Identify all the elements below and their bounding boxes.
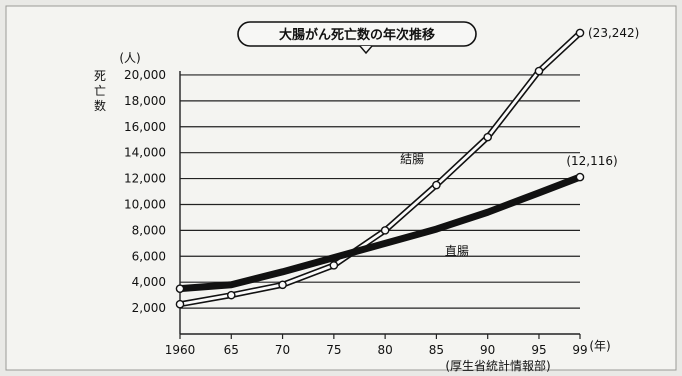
y-tick-label: 20,000	[124, 68, 166, 82]
y-unit-label: (人)	[119, 51, 140, 65]
point-colon	[278, 280, 287, 290]
y-tick-label: 18,000	[124, 94, 166, 108]
y-tick-label: 16,000	[124, 120, 166, 134]
point-colon	[380, 226, 390, 235]
y-axis-title: 死亡数	[94, 69, 106, 113]
series-name-rectum: 直腸	[445, 244, 469, 258]
y-tick-label: 14,000	[124, 146, 166, 160]
x-tick-label: 1960	[165, 343, 196, 357]
point-colon	[175, 299, 185, 309]
source-note: (厚生省統計情報部)	[445, 358, 550, 373]
point-rectum	[575, 172, 585, 182]
y-tick-label: 8,000	[132, 223, 166, 237]
y-axis-title-char: 数	[94, 98, 106, 113]
series-line-rectum	[176, 173, 584, 293]
x-unit-label: (年)	[589, 339, 610, 353]
y-tick-label: 4,000	[132, 275, 166, 289]
y-tick-label: 6,000	[132, 249, 166, 263]
x-tick-label: 85	[429, 343, 444, 357]
x-tick-label: 95	[531, 343, 546, 357]
point-colon	[226, 290, 236, 300]
point-colon	[432, 180, 441, 190]
y-tick-label: 12,000	[124, 172, 166, 186]
y-axis-title-char: 死	[94, 69, 106, 83]
y-tick-label: 10,000	[124, 197, 166, 211]
end-label-colon: (23,242)	[588, 26, 639, 40]
title-pointer	[359, 45, 373, 55]
series-points	[175, 28, 585, 309]
point-colon	[483, 132, 492, 142]
x-tick-label: 65	[224, 343, 239, 357]
y-axis-title-char: 亡	[94, 84, 106, 98]
y-tick-label: 2,000	[132, 301, 166, 315]
end-label-rectum: (12,116)	[566, 154, 617, 168]
point-colon	[534, 66, 544, 76]
point-rectum	[175, 284, 185, 293]
point-colon	[575, 28, 585, 38]
x-tick-label: 80	[377, 343, 392, 357]
x-tick-label: 75	[326, 343, 341, 357]
x-tick-label: 90	[480, 343, 495, 357]
chart-panel	[5, 5, 677, 371]
series-name-colon: 結腸	[400, 152, 424, 166]
chart-title: 大腸がん死亡数の年次推移	[279, 27, 435, 43]
y-tick-labels: 2,000 4,000 6,000 8,000 10,000 12,000 14,000 16…	[124, 68, 166, 315]
x-tick-label: 70	[275, 343, 290, 357]
title-box	[237, 21, 477, 47]
x-tick-label: 99	[572, 343, 587, 357]
point-colon	[329, 261, 339, 270]
x-tick-labels: 1960 65 70 75 80 85 90 95 99	[165, 343, 588, 357]
